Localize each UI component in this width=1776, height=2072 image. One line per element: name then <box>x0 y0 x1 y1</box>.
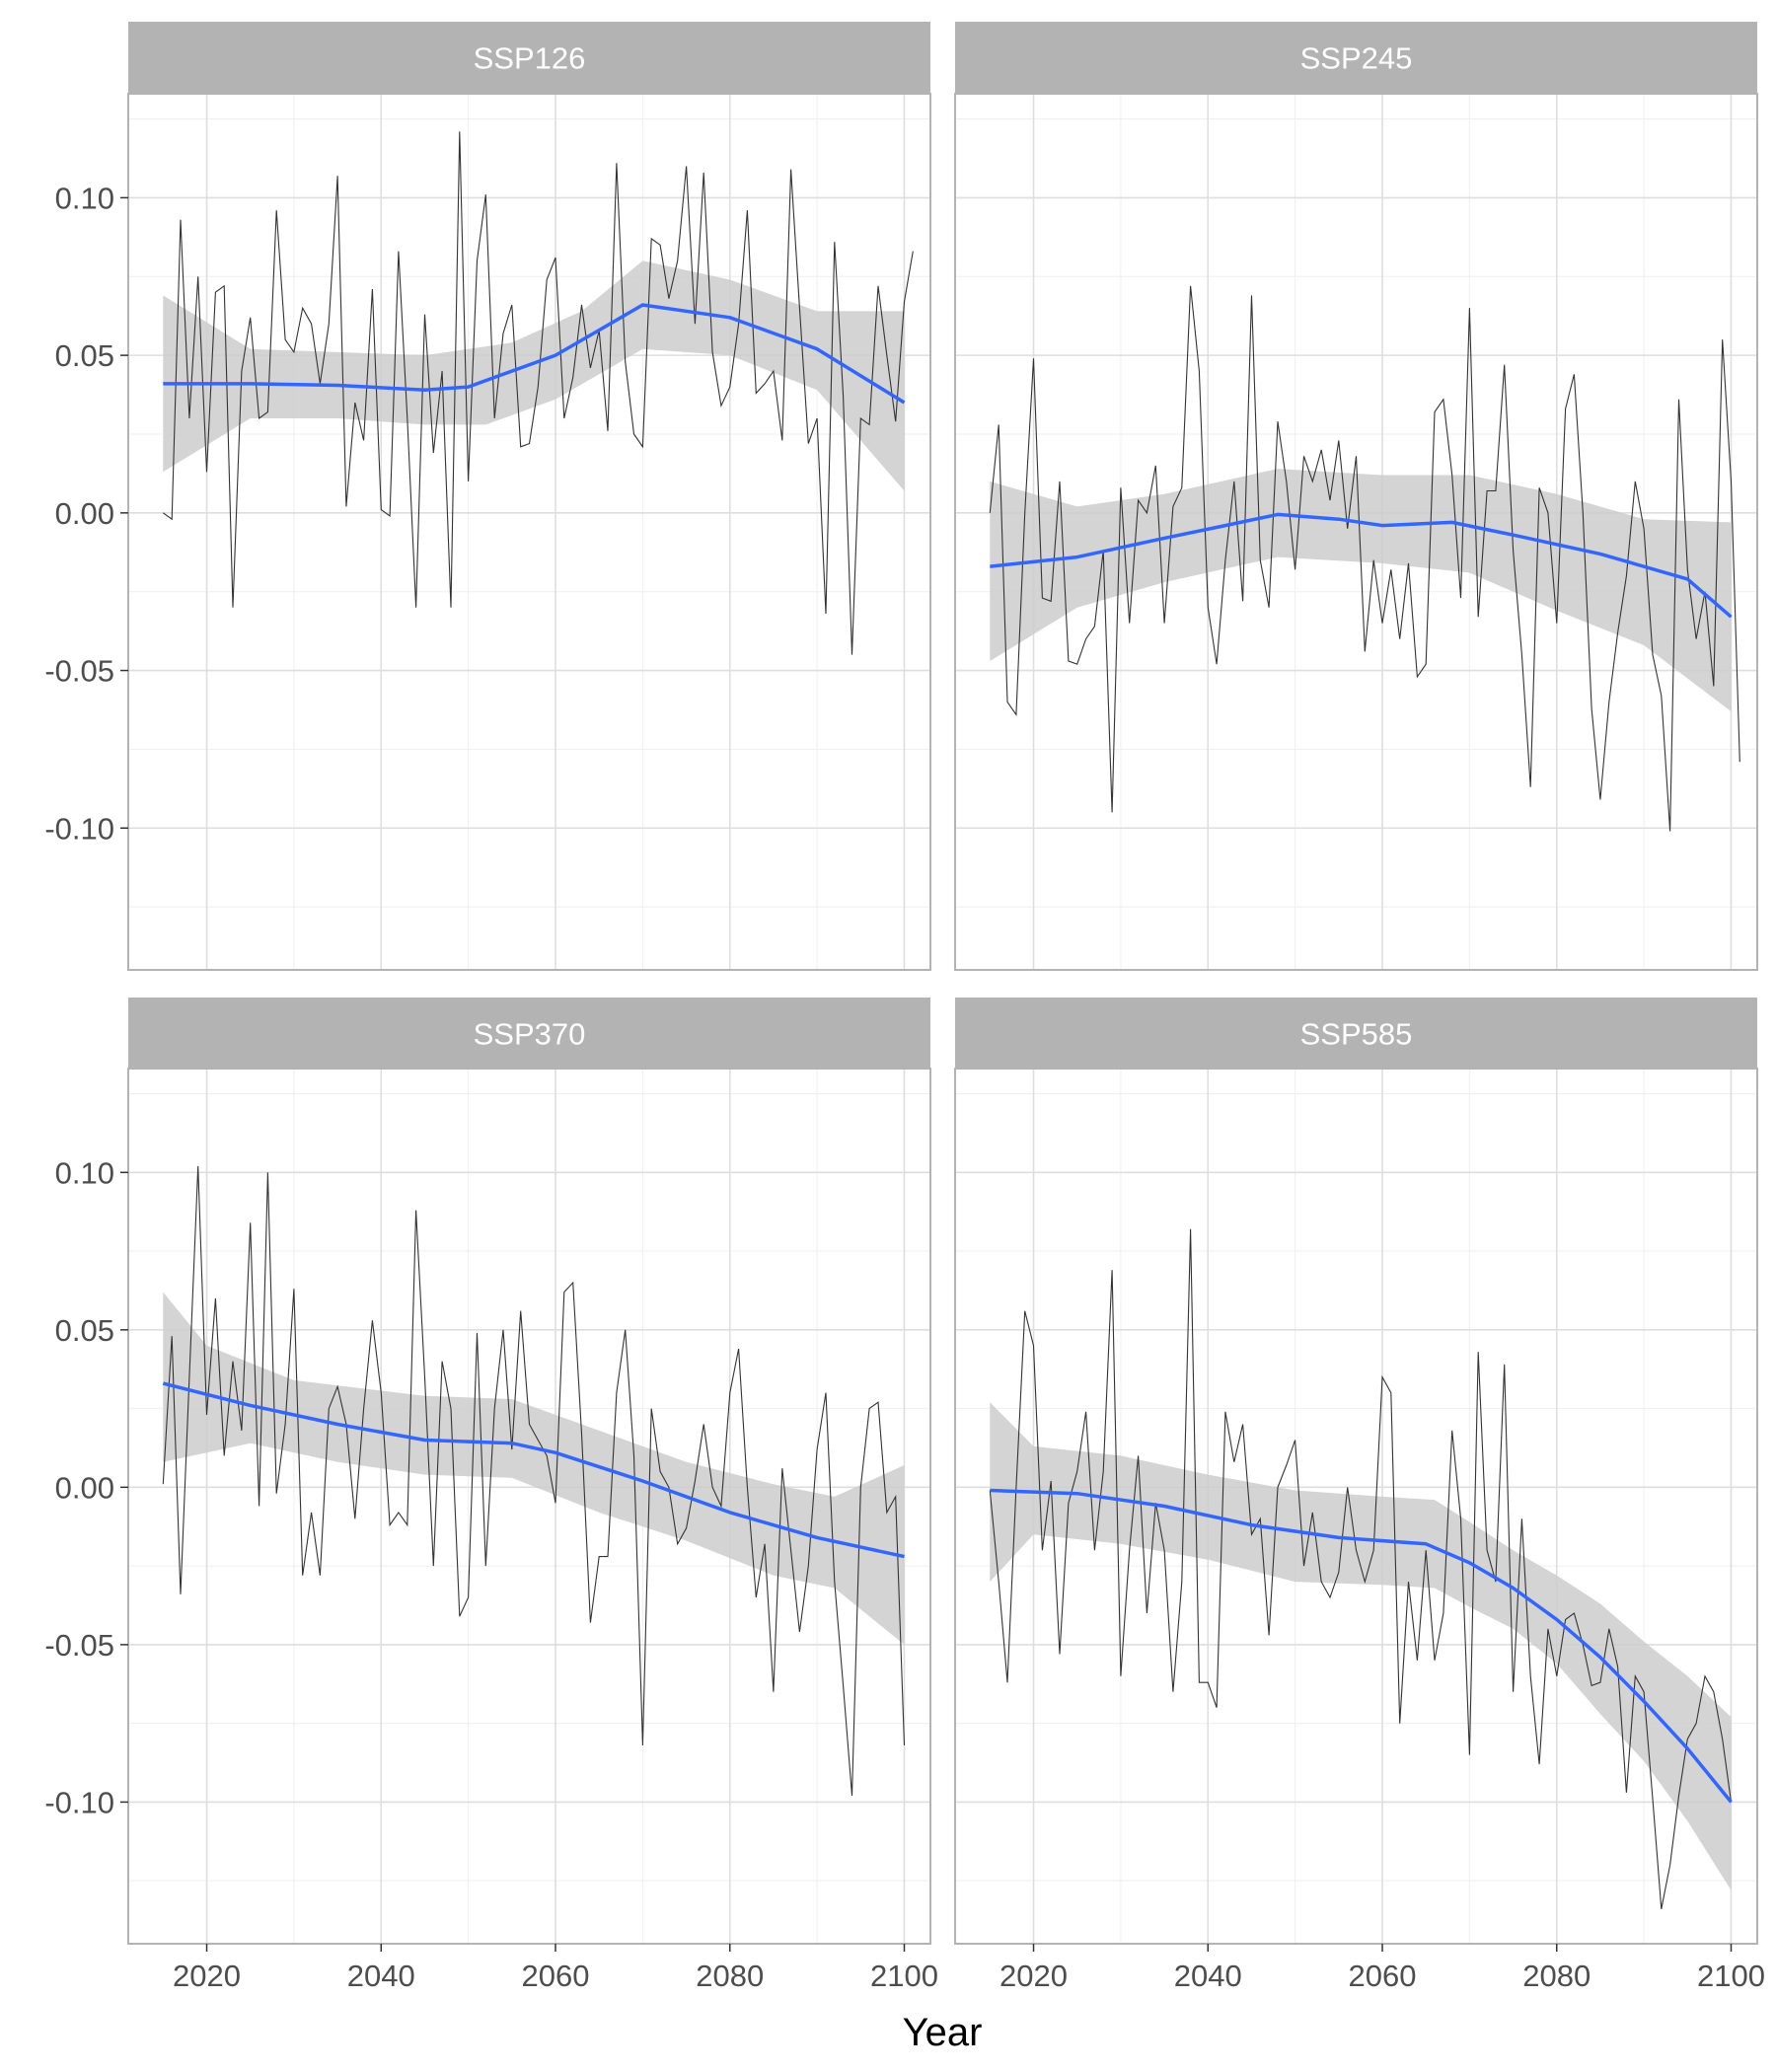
facet-strip-label: SSP245 <box>1300 41 1413 76</box>
facet-strip-label: SSP585 <box>1300 1017 1413 1052</box>
x-tick-label: 2060 <box>1349 1959 1417 1993</box>
x-tick-label: 2060 <box>522 1959 590 1993</box>
y-tick-label: 0.10 <box>55 181 114 215</box>
facet-strip <box>955 22 1757 94</box>
confidence-ribbon <box>990 469 1732 712</box>
facet-panel-ssp245: SSP245 <box>954 22 1758 971</box>
raw-series-line <box>989 285 1740 832</box>
panel-border <box>127 1068 931 1945</box>
raw-series-line <box>162 1165 906 1797</box>
x-tick-label: 2020 <box>999 1959 1068 1993</box>
y-tick-label: 0.10 <box>55 1155 114 1190</box>
smoothed-trend-line <box>163 303 906 405</box>
x-tick-label: 2100 <box>870 1959 938 1993</box>
raw-series-line <box>162 131 914 655</box>
panel-border <box>954 93 1758 971</box>
panel-border <box>954 1068 1758 1945</box>
y-tick-label: 0.00 <box>55 1470 114 1505</box>
x-tick-label: 2080 <box>696 1959 764 1993</box>
x-tick-label: 2080 <box>1522 1959 1591 1993</box>
confidence-ribbon <box>163 1292 905 1645</box>
facet-strip <box>128 998 930 1070</box>
facet-panel-ssp370: SSP370 -0.10 -0.05 0.00 0.05 0.10 2020 2040 2060… <box>44 998 938 1993</box>
raw-series-line <box>989 1228 1733 1910</box>
x-tick-label: 2020 <box>173 1959 241 1993</box>
facet-panel-ssp126: SSP126 -0.10 -0.05 0.00 0.05 0.10 <box>44 22 931 971</box>
y-tick-label: -0.05 <box>44 1628 114 1663</box>
smoothed-trend-line <box>990 512 1733 619</box>
x-tick-label: 2100 <box>1697 1959 1765 1993</box>
x-axis-title: Year <box>903 2011 983 2054</box>
smoothed-trend-line <box>990 1488 1733 1804</box>
facet-strip <box>128 22 930 94</box>
facet-strip <box>955 998 1757 1070</box>
y-tick-label: 0.05 <box>55 1313 114 1348</box>
y-tick-label: 0.05 <box>55 338 114 373</box>
y-tick-label: 0.00 <box>55 496 114 531</box>
facet-strip-label: SSP126 <box>474 41 586 76</box>
panel-border <box>127 93 931 971</box>
facet-panel-ssp585: SSP585 2020 2040 2060 2080 2100 <box>954 998 1765 1993</box>
x-tick-label: 2040 <box>347 1959 415 1993</box>
y-tick-label: -0.05 <box>44 654 114 689</box>
facet-strip-label: SSP370 <box>474 1017 586 1052</box>
x-tick-label: 2040 <box>1174 1959 1242 1993</box>
panel-background <box>128 94 930 970</box>
y-tick-label: -0.10 <box>44 811 114 846</box>
smoothed-trend-line <box>162 1381 905 1559</box>
confidence-ribbon <box>163 260 905 491</box>
confidence-ribbon <box>990 1402 1732 1890</box>
y-tick-label: -0.10 <box>44 1785 114 1819</box>
